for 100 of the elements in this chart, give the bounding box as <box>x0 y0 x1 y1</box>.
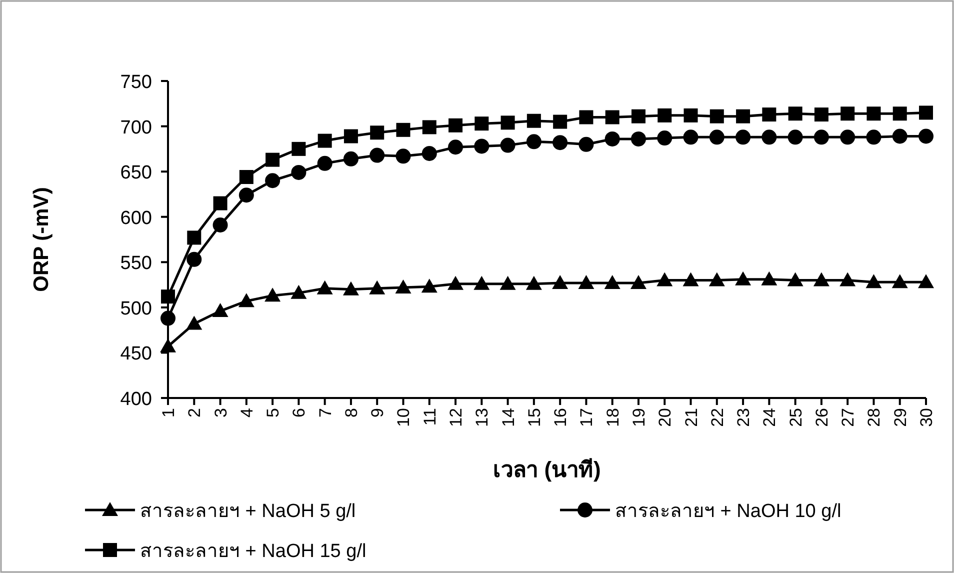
x-axis-title: เวลา (นาที) <box>493 457 601 482</box>
point <box>370 126 384 140</box>
x-tick-label: 12 <box>446 408 466 427</box>
x-tick-label: 22 <box>708 408 727 427</box>
point <box>814 130 829 145</box>
point <box>500 138 516 153</box>
point <box>422 120 436 134</box>
point <box>762 130 777 145</box>
point <box>421 278 438 293</box>
x-tick-label: 5 <box>264 408 283 418</box>
x-tick-label: 27 <box>838 408 858 427</box>
point <box>526 276 542 290</box>
x-tick-label: 8 <box>342 408 361 418</box>
point <box>892 128 908 144</box>
point <box>187 230 202 245</box>
y-tick-label: 500 <box>120 298 152 320</box>
point <box>526 114 541 128</box>
point <box>579 110 594 124</box>
point <box>265 173 280 188</box>
point <box>500 116 515 130</box>
point <box>448 118 463 132</box>
point <box>474 138 490 154</box>
point <box>552 135 568 150</box>
point <box>736 109 750 124</box>
point <box>814 108 828 122</box>
point <box>213 196 228 210</box>
x-tick-label: 18 <box>603 408 622 427</box>
point <box>160 310 176 326</box>
point <box>395 280 412 294</box>
y-tick-label: 450 <box>120 344 152 365</box>
point <box>370 148 385 163</box>
point <box>578 274 594 289</box>
legend-label: สารละลายฯ + NaOH 5 g/l <box>140 501 356 522</box>
point <box>212 218 228 233</box>
point <box>840 272 856 286</box>
point <box>553 114 568 129</box>
point <box>709 130 724 145</box>
point <box>369 280 386 294</box>
y-axis-title: ORP (-mV) <box>30 187 53 292</box>
point <box>448 276 464 290</box>
x-tick-label: 4 <box>237 408 256 418</box>
point <box>840 130 856 145</box>
point <box>604 131 620 146</box>
point <box>161 290 175 304</box>
point <box>291 164 306 180</box>
point <box>186 252 202 267</box>
y-tick-label: 700 <box>120 117 152 138</box>
point <box>918 128 934 144</box>
x-tick-label: 25 <box>786 408 806 427</box>
x-tick-label: 15 <box>524 408 544 427</box>
point <box>762 108 776 122</box>
point <box>317 156 332 171</box>
point <box>212 303 228 318</box>
point <box>866 130 882 145</box>
point <box>710 109 724 124</box>
point <box>630 274 646 289</box>
point <box>630 131 646 146</box>
x-tick-label: 29 <box>890 408 910 427</box>
point <box>787 272 804 286</box>
point <box>735 271 752 286</box>
x-tick-label: 20 <box>656 408 675 427</box>
x-tick-label: 13 <box>472 408 492 427</box>
y-tick-label: 550 <box>120 253 152 274</box>
x-tick-label: 7 <box>316 408 335 418</box>
point <box>892 274 908 288</box>
point <box>316 280 333 294</box>
x-tick-label: 16 <box>551 408 570 427</box>
point <box>813 272 830 286</box>
y-tick-label: 600 <box>120 208 152 229</box>
y-tick-label: 650 <box>120 162 152 184</box>
x-tick-label: 9 <box>368 408 388 418</box>
point <box>683 130 698 145</box>
y-tick-label: 400 <box>120 389 152 410</box>
x-tick-label: 28 <box>864 408 884 427</box>
point <box>266 152 280 167</box>
point <box>264 288 281 302</box>
point <box>892 106 907 121</box>
point <box>552 274 568 289</box>
point <box>631 109 646 124</box>
point <box>318 134 332 148</box>
x-tick-label: 3 <box>211 408 230 418</box>
point <box>840 106 855 121</box>
legend-label: สารละลายฯ + NaOH 10 g/l <box>615 501 842 522</box>
point <box>526 134 542 150</box>
point <box>656 272 673 286</box>
point <box>736 130 751 145</box>
point <box>186 316 202 330</box>
point <box>474 116 489 131</box>
point <box>788 106 802 121</box>
point <box>448 140 464 155</box>
x-tick-label: 17 <box>577 408 596 427</box>
point <box>682 272 699 286</box>
x-tick-label: 6 <box>290 408 309 418</box>
point <box>866 274 882 288</box>
point <box>658 108 672 122</box>
point <box>788 130 803 145</box>
legend-label: สารละลายฯ + NaOH 15 g/l <box>140 541 366 562</box>
x-tick-label: 24 <box>760 408 780 427</box>
point <box>708 272 725 286</box>
point <box>500 276 516 290</box>
